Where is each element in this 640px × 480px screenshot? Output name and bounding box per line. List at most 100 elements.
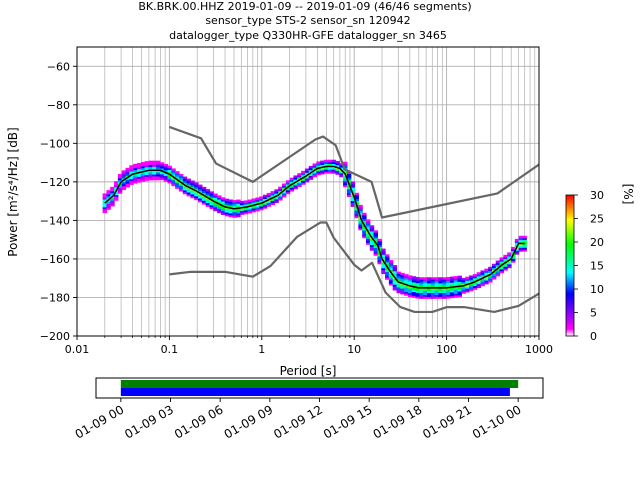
histogram-cell	[274, 198, 279, 202]
histogram-cell	[121, 174, 127, 177]
histogram-cell	[323, 169, 329, 172]
histogram-cell	[182, 191, 188, 195]
histogram-cell	[148, 174, 153, 177]
histogram-cell	[159, 175, 165, 179]
histogram-cell	[220, 199, 226, 202]
histogram-cell	[365, 228, 371, 232]
histogram-cell	[262, 204, 268, 207]
colorbar-tick-label: 0	[590, 330, 597, 343]
histogram-cell	[106, 190, 111, 193]
histogram-cell	[438, 281, 443, 284]
histogram-cell	[117, 179, 123, 183]
histogram-cell	[499, 261, 504, 264]
histogram-cell	[430, 283, 436, 286]
histogram-cell	[381, 252, 386, 255]
histogram-cell	[240, 208, 245, 211]
histogram-cell	[461, 277, 466, 281]
histogram-cell	[343, 163, 348, 166]
histogram-cell	[480, 278, 485, 281]
histogram-cell	[472, 274, 478, 277]
histogram-cell	[205, 194, 211, 198]
histogram-cell	[438, 277, 443, 280]
histogram-cell	[148, 160, 153, 163]
histogram-cell	[453, 279, 459, 283]
histogram-cell	[457, 281, 463, 284]
low-noise-model-curve	[169, 221, 539, 314]
histogram-cell	[388, 267, 394, 271]
histogram-cell	[350, 202, 356, 205]
histogram-cell	[205, 198, 211, 202]
histogram-cell	[114, 192, 119, 196]
histogram-cell	[278, 188, 283, 191]
histogram-cell	[178, 177, 184, 181]
histogram-cell	[178, 187, 184, 190]
histogram-cell	[133, 179, 138, 182]
histogram-cell	[323, 171, 329, 174]
histogram-cell	[175, 174, 180, 178]
histogram-cell	[522, 243, 527, 246]
histogram-cell	[373, 253, 379, 256]
histogram-cell	[522, 239, 527, 242]
timeline-bar	[120, 388, 510, 396]
y-tick-label: −80	[47, 99, 70, 112]
histogram-cell	[461, 289, 466, 292]
histogram-cell	[228, 214, 233, 218]
histogram-cell	[446, 294, 451, 297]
histogram-cell	[407, 288, 413, 292]
histogram-cell	[301, 170, 306, 174]
histogram-cell	[388, 277, 394, 280]
histogram-cell	[396, 285, 401, 288]
histogram-cell	[259, 198, 264, 201]
histogram-cell	[110, 192, 115, 195]
histogram-cell	[511, 250, 516, 254]
histogram-cell	[507, 254, 512, 257]
histogram-cell	[385, 262, 390, 265]
histogram-cell	[469, 277, 474, 280]
histogram-cell	[491, 271, 497, 274]
histogram-cell	[331, 163, 337, 166]
histogram-cell	[159, 168, 165, 171]
histogram-cell	[411, 289, 417, 293]
histogram-cell	[270, 200, 275, 204]
histogram-cell	[301, 178, 306, 181]
histogram-cell	[503, 266, 508, 269]
histogram-cell	[354, 200, 359, 203]
histogram-cell	[362, 216, 367, 219]
histogram-cell	[449, 293, 455, 297]
histogram-cell	[469, 283, 474, 286]
histogram-cell	[133, 181, 138, 184]
histogram-cell	[511, 246, 516, 250]
histogram-cell	[434, 283, 440, 286]
histogram-cell	[442, 283, 447, 286]
histogram-cell	[514, 248, 520, 251]
histogram-cell	[472, 287, 478, 290]
histogram-cell	[518, 247, 524, 250]
histogram-cell	[224, 200, 230, 203]
y-tick-label: −180	[40, 291, 70, 304]
histogram-cell	[121, 176, 127, 179]
histogram-cell	[335, 168, 340, 171]
histogram-cell	[156, 160, 161, 163]
histogram-cell	[198, 200, 203, 203]
histogram-cell	[354, 213, 359, 217]
histogram-cell	[247, 207, 253, 210]
histogram-cell	[385, 267, 390, 271]
histogram-cell	[255, 197, 260, 200]
histogram-cell	[480, 283, 485, 287]
histogram-cell	[518, 243, 524, 246]
histogram-cell	[419, 279, 424, 282]
histogram-cell	[308, 173, 314, 177]
histogram-cell	[407, 275, 413, 278]
histogram-cell	[327, 159, 333, 163]
histogram-cell	[442, 290, 447, 294]
histogram-cell	[442, 277, 447, 280]
histogram-cell	[148, 172, 153, 175]
histogram-cell	[427, 283, 432, 286]
histogram-cell	[266, 202, 272, 205]
histogram-cell	[476, 285, 482, 289]
histogram-cell	[461, 291, 466, 294]
histogram-cell	[243, 210, 249, 213]
histogram-cell	[365, 225, 371, 228]
histogram-cell	[427, 277, 432, 280]
histogram-cell	[327, 161, 333, 164]
